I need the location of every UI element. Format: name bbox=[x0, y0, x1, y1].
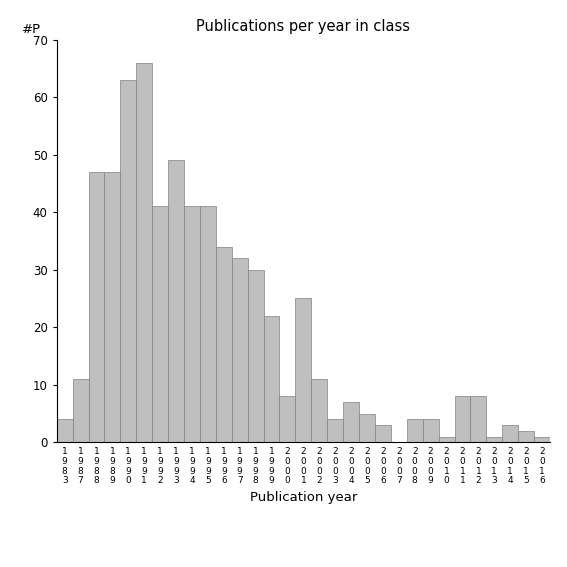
Bar bbox=[502, 425, 518, 442]
Bar bbox=[88, 172, 104, 442]
Bar bbox=[375, 425, 391, 442]
Bar bbox=[359, 413, 375, 442]
Bar bbox=[184, 206, 200, 442]
Bar bbox=[200, 206, 216, 442]
Bar bbox=[264, 316, 280, 442]
Bar bbox=[471, 396, 486, 442]
Bar bbox=[216, 247, 232, 442]
Bar bbox=[73, 379, 88, 442]
Bar bbox=[295, 298, 311, 442]
Title: Publications per year in class: Publications per year in class bbox=[196, 19, 411, 35]
Text: #P: #P bbox=[22, 23, 41, 36]
Bar bbox=[280, 396, 295, 442]
Bar bbox=[343, 402, 359, 442]
Bar bbox=[120, 80, 136, 442]
Bar bbox=[422, 419, 439, 442]
Bar bbox=[327, 419, 343, 442]
Bar bbox=[407, 419, 422, 442]
Bar bbox=[518, 431, 534, 442]
X-axis label: Publication year: Publication year bbox=[249, 491, 357, 503]
Bar bbox=[311, 379, 327, 442]
Bar bbox=[232, 258, 248, 442]
Bar bbox=[57, 419, 73, 442]
Bar bbox=[439, 437, 455, 442]
Bar bbox=[152, 206, 168, 442]
Bar bbox=[486, 437, 502, 442]
Bar bbox=[534, 437, 550, 442]
Bar bbox=[168, 160, 184, 442]
Bar bbox=[455, 396, 471, 442]
Bar bbox=[136, 63, 152, 442]
Bar bbox=[248, 270, 264, 442]
Bar bbox=[104, 172, 120, 442]
